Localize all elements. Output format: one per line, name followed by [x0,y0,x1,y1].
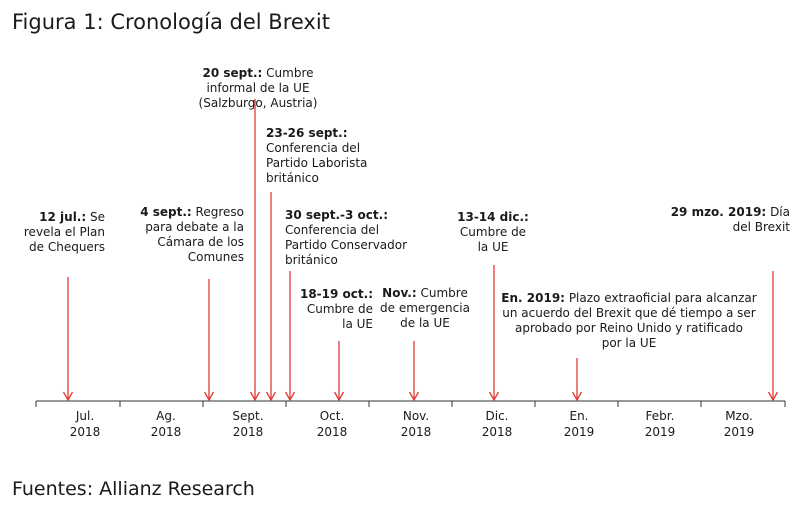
arrow-head-eu-summit-oct [333,391,345,402]
source-note: Fuentes: Allianz Research [12,478,255,500]
event-eu-summit-oct: 18-19 oct.: Cumbre de la UE [299,287,373,331]
arrow-head-chequers [62,391,74,402]
arrow-head-salzburg-summit [249,391,261,402]
event-brexit-day: 29 mzo. 2019: Día del Brexit [670,205,790,234]
event-emergency-summit: Nov.: Cumbre de emergencia de la UE [380,286,470,330]
event-informal-deadline: En. 2019: Plazo extraoficial para alcanz… [501,291,757,350]
axis-label-ag: Ag. 2018 [150,409,182,439]
axis-label-oct: Oct. 2018 [316,409,348,439]
event-chequers: 12 jul.: Se revela el Plan de Chequers [23,210,105,254]
arrow-head-informal-deadline [571,391,583,402]
event-eu-summit-dec: 13-14 dic.: Cumbre de la UE [457,210,529,254]
arrow-head-conservative-conference [284,391,296,402]
event-salzburg-summit: 20 sept.: Cumbre informal de la UE (Salzbu… [198,66,318,110]
axis-label-febr: Febr. 2019 [644,409,676,439]
axis-label-mzo: Mzo. 2019 [723,409,755,439]
axis-label-jul: Jul. 2018 [69,409,101,439]
axis-label-sept: Sept. 2018 [232,409,264,439]
figure-title: Figura 1: Cronología del Brexit [12,10,330,34]
event-conservative-conference: 30 sept.-3 oct.: Conferencia del Partido C… [285,208,408,267]
axis-label-en: En. 2019 [563,409,595,439]
arrow-head-brexit-day [767,391,779,402]
arrow-head-eu-summit-dec [488,391,500,402]
arrow-head-emergency-summit [408,391,420,402]
event-commons-debate: 4 sept.: Regreso para debate a la Cámara d… [140,205,244,264]
arrow-head-commons-debate [203,391,215,402]
axis-label-dic: Dic. 2018 [481,409,513,439]
event-labour-conference: 23-26 sept.: Conferencia del Partido Labor… [266,126,368,185]
axis-label-nov: Nov. 2018 [400,409,432,439]
arrow-head-labour-conference [265,391,277,402]
